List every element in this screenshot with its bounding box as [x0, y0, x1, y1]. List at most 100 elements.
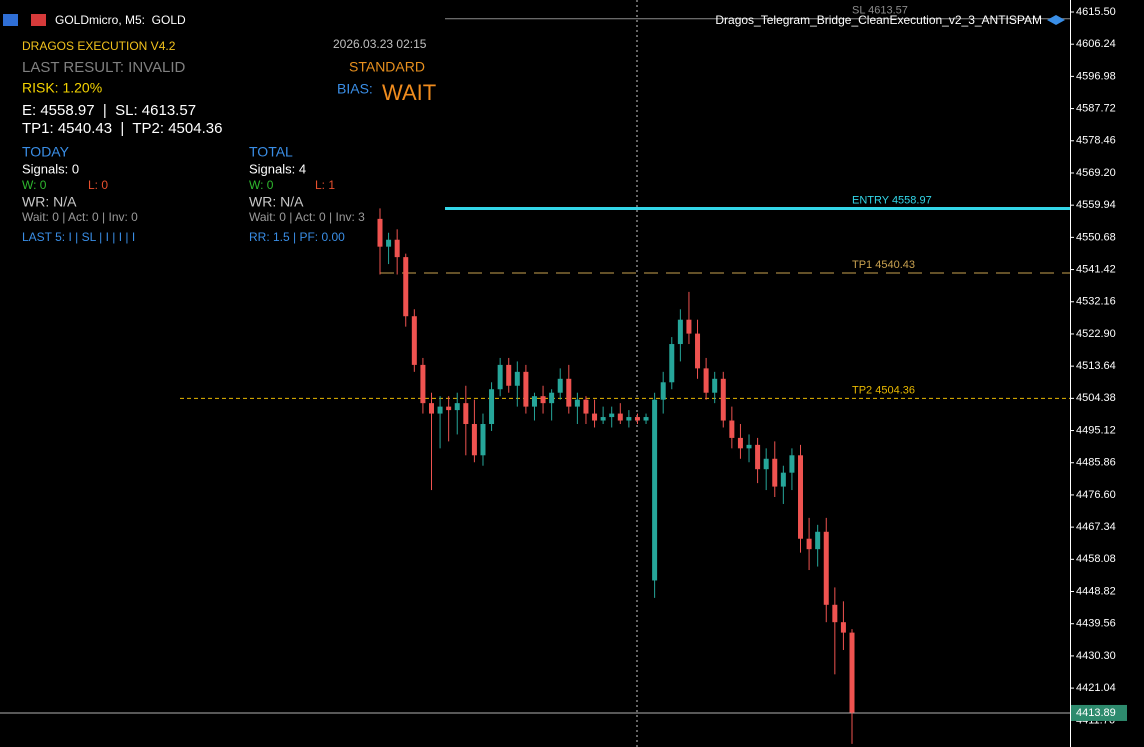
- y-tick-label: 4606.24: [1076, 38, 1116, 50]
- candle-body: [523, 371, 529, 407]
- candle-body: [549, 392, 555, 404]
- last-price-box: [1071, 704, 1127, 721]
- candle-body: [746, 444, 752, 449]
- candle-body: [506, 364, 512, 386]
- y-tick-label: 4448.82: [1076, 585, 1116, 597]
- candle-body: [626, 417, 632, 421]
- bias: WAIT: [382, 80, 436, 105]
- candle-body: [531, 396, 537, 407]
- menu-icon[interactable]: [3, 14, 18, 26]
- losses: L: 0: [88, 178, 108, 192]
- y-tick-label: 4495.12: [1076, 424, 1116, 436]
- last-price-label: 4413.89: [1076, 707, 1116, 719]
- win-rate: WR: N/A: [249, 194, 304, 210]
- risk: RISK: 1.20%: [22, 80, 102, 96]
- candle-body: [497, 364, 503, 390]
- candle-body: [489, 389, 495, 425]
- candle-body: [514, 371, 520, 386]
- candle-body: [557, 378, 563, 393]
- y-tick-label: 4476.60: [1076, 489, 1116, 501]
- candle-body: [411, 316, 417, 365]
- candle-body: [832, 604, 838, 623]
- y-tick-label: 4532.16: [1076, 296, 1116, 308]
- y-tick-label: 4421.04: [1076, 682, 1116, 694]
- expert-name: Dragos_Telegram_Bridge_CleanExecution_v2…: [715, 13, 1042, 27]
- y-tick-label: 4559.94: [1076, 199, 1116, 211]
- losses: L: 1: [315, 178, 335, 192]
- candle-body: [617, 413, 623, 421]
- candle-body: [763, 458, 769, 470]
- candle-body: [609, 413, 615, 418]
- last-line: LAST 5: I | SL | I | I | I: [22, 230, 135, 244]
- candle-body: [712, 378, 718, 393]
- candle-body: [471, 424, 477, 456]
- wins: W: 0: [22, 178, 47, 192]
- price-axis: [1070, 0, 1144, 747]
- y-tick-label: 4513.64: [1076, 360, 1116, 372]
- candle-body: [437, 406, 443, 414]
- candle-body: [403, 257, 409, 317]
- candle-body: [566, 378, 572, 407]
- candle-body: [454, 403, 460, 411]
- candle-body: [720, 378, 726, 421]
- mode: STANDARD: [349, 59, 425, 75]
- candle-body: [394, 239, 400, 258]
- y-tick-label: 4439.56: [1076, 618, 1116, 630]
- y-tick-label: 4504.38: [1076, 392, 1116, 404]
- last-result: LAST RESULT: INVALID: [22, 59, 186, 76]
- targets: TP1: 4540.43 | TP2: 4504.36: [22, 120, 222, 137]
- timestamp: 2026.03.23 02:15: [333, 37, 427, 51]
- candle-body: [652, 399, 658, 581]
- last-line: RR: 1.5 | PF: 0.00: [249, 230, 345, 244]
- y-tick-label: 4458.08: [1076, 553, 1116, 565]
- candle-body: [798, 455, 804, 539]
- chart-icon[interactable]: [31, 14, 46, 26]
- plot: SL 4613.57 ENTRY 4558.97 TP1 4540.43 TP2 45…: [0, 5, 1070, 744]
- bias-label: BIAS:: [337, 81, 373, 97]
- states: Wait: 0 | Act: 0 | Inv: 0: [22, 210, 138, 224]
- candle-body: [463, 403, 469, 425]
- y-tick-label: 4522.90: [1076, 328, 1116, 340]
- signals: Signals: 0: [22, 161, 79, 176]
- candle-body: [737, 437, 743, 449]
- candle-body: [600, 417, 606, 421]
- stats-heading: TOTAL: [249, 144, 293, 160]
- y-tick-label: 4485.86: [1076, 457, 1116, 469]
- candle-body: [480, 424, 486, 456]
- candle-body: [420, 364, 426, 404]
- candle-body: [660, 382, 666, 400]
- candle-body: [806, 538, 812, 550]
- candle-body: [634, 417, 640, 421]
- states: Wait: 0 | Act: 0 | Inv: 3: [249, 210, 365, 224]
- candle-body: [823, 531, 829, 605]
- y-tick-label: 4541.42: [1076, 263, 1116, 275]
- candle-body: [386, 239, 392, 247]
- candle-body: [592, 413, 598, 421]
- candle-body: [703, 368, 709, 393]
- candle-body: [686, 319, 692, 334]
- wins: W: 0: [249, 178, 274, 192]
- y-tick-label: 4587.72: [1076, 102, 1116, 114]
- level-label: TP1 4540.43: [852, 259, 915, 271]
- candle-body: [583, 399, 589, 414]
- entry-sl: E: 4558.97 | SL: 4613.57: [22, 102, 196, 119]
- candle-body: [669, 344, 675, 383]
- panel-title: DRAGOS EXECUTION V4.2: [22, 39, 176, 53]
- candle-body: [695, 333, 701, 369]
- y-tick-label: 4569.20: [1076, 167, 1116, 179]
- stats-heading: TODAY: [22, 144, 70, 160]
- level-label: TP2 4504.36: [852, 384, 915, 396]
- axis-ticks: 4615.50 4606.24 4596.98 4587.72 4578.46 4569.…: [1070, 6, 1127, 726]
- candle-body: [729, 420, 735, 438]
- candle-body: [780, 472, 786, 487]
- expert-icon[interactable]: [1047, 15, 1065, 25]
- candle-body: [772, 458, 778, 487]
- candle-body: [428, 403, 434, 414]
- symbol: GOLDmicro, M5: GOLD: [55, 13, 186, 27]
- win-rate: WR: N/A: [22, 194, 77, 210]
- candle-body: [789, 455, 795, 473]
